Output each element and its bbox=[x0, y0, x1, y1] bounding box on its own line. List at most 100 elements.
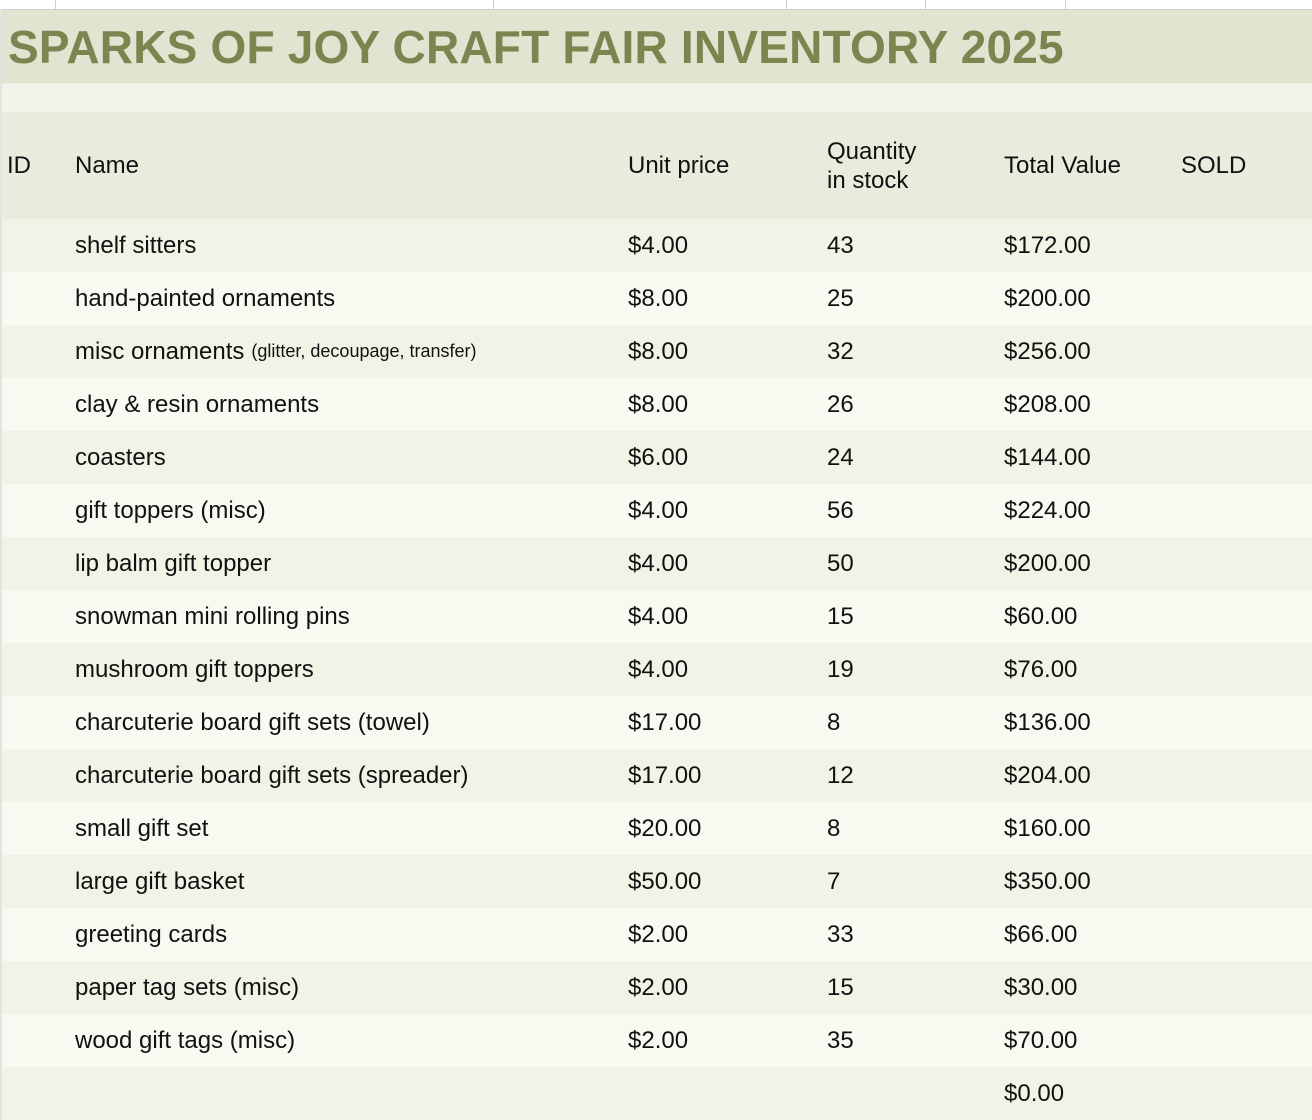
cell-unit-price-text: $4.00 bbox=[628, 231, 689, 259]
cell-unit-price[interactable]: $2.00 bbox=[628, 1014, 688, 1067]
column-divider[interactable] bbox=[1065, 0, 1066, 9]
cell-total-value-text: $60.00 bbox=[1004, 602, 1078, 630]
cell-quantity[interactable]: 15 bbox=[827, 590, 854, 643]
cell-name-text: clay & resin ornaments bbox=[75, 390, 320, 418]
cell-total-value[interactable]: $172.00 bbox=[1004, 219, 1091, 272]
cell-quantity[interactable]: 19 bbox=[827, 643, 854, 696]
title-row[interactable]: SPARKS OF JOY CRAFT FAIR INVENTORY 2025 bbox=[2, 10, 1312, 83]
cell-name[interactable]: wood gift tags (misc) bbox=[75, 1014, 295, 1067]
cell-unit-price[interactable]: $4.00 bbox=[628, 219, 688, 272]
cell-name[interactable]: lip balm gift topper bbox=[75, 537, 271, 590]
cell-quantity[interactable]: 33 bbox=[827, 908, 854, 961]
cell-name[interactable]: misc ornaments (glitter, decoupage, trans… bbox=[75, 325, 477, 378]
cell-unit-price[interactable]: $17.00 bbox=[628, 749, 701, 802]
cell-quantity[interactable]: 43 bbox=[827, 219, 854, 272]
cell-name[interactable]: gift toppers (misc) bbox=[75, 484, 266, 537]
header-total-value[interactable]: Total Value bbox=[1004, 152, 1121, 179]
table-row: mushroom gift toppers $4.00 19 $76.00 bbox=[2, 643, 1312, 696]
cell-unit-price-text: $2.00 bbox=[628, 920, 689, 948]
cell-total-value-text: $208.00 bbox=[1004, 390, 1091, 418]
cell-quantity[interactable]: 26 bbox=[827, 378, 854, 431]
header-unit-price[interactable]: Unit price bbox=[628, 152, 730, 179]
cell-name[interactable]: charcuterie board gift sets (spreader) bbox=[75, 749, 469, 802]
cell-name[interactable]: large gift basket bbox=[75, 855, 244, 908]
cell-unit-price-text: $4.00 bbox=[628, 496, 689, 524]
cell-total-value[interactable]: $66.00 bbox=[1004, 908, 1077, 961]
cell-name-text: charcuterie board gift sets (spreader) bbox=[75, 761, 469, 789]
cell-quantity[interactable]: 32 bbox=[827, 325, 854, 378]
cell-total-value[interactable]: $224.00 bbox=[1004, 484, 1091, 537]
cell-total-value[interactable]: $136.00 bbox=[1004, 696, 1091, 749]
cell-total-value[interactable]: $144.00 bbox=[1004, 431, 1091, 484]
cell-quantity[interactable]: 24 bbox=[827, 431, 854, 484]
cell-quantity[interactable]: 35 bbox=[827, 1014, 854, 1067]
cell-unit-price[interactable]: $4.00 bbox=[628, 537, 688, 590]
table-row: snowman mini rolling pins $4.00 15 $60.00 bbox=[2, 590, 1312, 643]
cell-total-value[interactable]: $208.00 bbox=[1004, 378, 1091, 431]
cell-name[interactable]: shelf sitters bbox=[75, 219, 196, 272]
cell-unit-price[interactable]: $50.00 bbox=[628, 855, 701, 908]
header-name[interactable]: Name bbox=[75, 152, 140, 179]
column-divider[interactable] bbox=[493, 0, 494, 9]
cell-unit-price-text: $4.00 bbox=[628, 549, 689, 577]
cell-unit-price[interactable]: $4.00 bbox=[628, 590, 688, 643]
cell-quantity[interactable]: 50 bbox=[827, 537, 854, 590]
cell-quantity[interactable]: 56 bbox=[827, 484, 854, 537]
cell-quantity[interactable]: 25 bbox=[827, 272, 854, 325]
cell-total-value[interactable]: $204.00 bbox=[1004, 749, 1091, 802]
cell-total-value[interactable]: $30.00 bbox=[1004, 961, 1077, 1014]
column-divider[interactable] bbox=[786, 0, 787, 9]
cell-name-text: snowman mini rolling pins bbox=[75, 602, 350, 630]
cell-name[interactable]: paper tag sets (misc) bbox=[75, 961, 299, 1014]
cell-name[interactable]: charcuterie board gift sets (towel) bbox=[75, 696, 430, 749]
cell-name[interactable]: small gift set bbox=[75, 802, 208, 855]
cell-total-value-text: $0.00 bbox=[1004, 1079, 1065, 1107]
cell-total-value-text: $160.00 bbox=[1004, 814, 1091, 842]
cell-name-text: gift toppers (misc) bbox=[75, 496, 266, 524]
cell-total-value[interactable]: $0.00 bbox=[1004, 1067, 1064, 1120]
cell-unit-price[interactable]: $2.00 bbox=[628, 908, 688, 961]
cell-unit-price[interactable]: $8.00 bbox=[628, 272, 688, 325]
cell-name[interactable]: greeting cards bbox=[75, 908, 227, 961]
cell-quantity[interactable]: 8 bbox=[827, 696, 840, 749]
cell-quantity[interactable]: 7 bbox=[827, 855, 840, 908]
header-id[interactable]: ID bbox=[7, 152, 31, 179]
cell-name[interactable]: snowman mini rolling pins bbox=[75, 590, 350, 643]
table-row: shelf sitters $4.00 43 $172.00 bbox=[2, 219, 1312, 272]
cell-quantity[interactable]: 15 bbox=[827, 961, 854, 1014]
column-divider[interactable] bbox=[925, 0, 926, 9]
cell-total-value[interactable]: $256.00 bbox=[1004, 325, 1091, 378]
cell-total-value-text: $200.00 bbox=[1004, 284, 1091, 312]
table-row: coasters $6.00 24 $144.00 bbox=[2, 431, 1312, 484]
cell-total-value[interactable]: $60.00 bbox=[1004, 590, 1077, 643]
cell-name[interactable]: coasters bbox=[75, 431, 166, 484]
cell-unit-price[interactable]: $8.00 bbox=[628, 325, 688, 378]
cell-total-value[interactable]: $160.00 bbox=[1004, 802, 1091, 855]
cell-unit-price[interactable]: $4.00 bbox=[628, 643, 688, 696]
cell-total-value[interactable]: $200.00 bbox=[1004, 537, 1091, 590]
cell-unit-price[interactable]: $20.00 bbox=[628, 802, 701, 855]
cell-total-value[interactable]: $200.00 bbox=[1004, 272, 1091, 325]
cell-unit-price[interactable]: $17.00 bbox=[628, 696, 701, 749]
cell-unit-price[interactable]: $8.00 bbox=[628, 378, 688, 431]
cell-total-value[interactable]: $76.00 bbox=[1004, 643, 1077, 696]
cell-unit-price-text: $4.00 bbox=[628, 602, 689, 630]
cell-name[interactable]: hand-painted ornaments bbox=[75, 272, 335, 325]
header-sold[interactable]: SOLD bbox=[1181, 152, 1247, 179]
cell-name[interactable]: mushroom gift toppers bbox=[75, 643, 314, 696]
cell-unit-price-text: $8.00 bbox=[628, 390, 689, 418]
cell-quantity-text: 12 bbox=[827, 761, 854, 789]
header-quantity[interactable]: Quantity in stock bbox=[827, 112, 916, 219]
column-divider[interactable] bbox=[55, 0, 56, 9]
cell-quantity[interactable]: 12 bbox=[827, 749, 854, 802]
spacer-row[interactable] bbox=[2, 83, 1312, 112]
cell-total-value[interactable]: $350.00 bbox=[1004, 855, 1091, 908]
cell-unit-price[interactable]: $2.00 bbox=[628, 961, 688, 1014]
cell-quantity[interactable]: 8 bbox=[827, 802, 840, 855]
cell-unit-price-text: $20.00 bbox=[628, 814, 702, 842]
cell-name-text: paper tag sets (misc) bbox=[75, 973, 300, 1001]
cell-total-value[interactable]: $70.00 bbox=[1004, 1014, 1077, 1067]
cell-name[interactable]: clay & resin ornaments bbox=[75, 378, 319, 431]
cell-unit-price[interactable]: $6.00 bbox=[628, 431, 688, 484]
cell-unit-price[interactable]: $4.00 bbox=[628, 484, 688, 537]
